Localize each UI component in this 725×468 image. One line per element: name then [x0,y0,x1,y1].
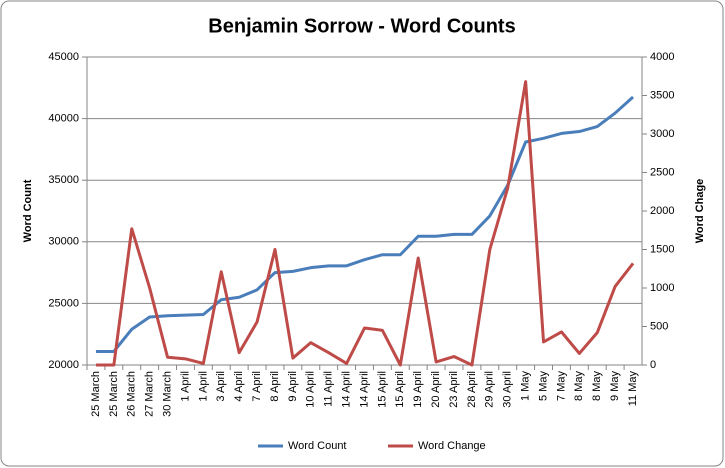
y2-axis-label: Word Chage [694,179,706,244]
x-tick-label: 23 April [448,371,460,408]
x-tick-label: 11 May [627,371,639,407]
x-tick-label: 14 April [341,371,353,408]
x-tick-label: 14 April [358,371,370,408]
chart-title: Benjamin Sorrow - Word Counts [208,15,515,37]
x-tick-label: 5 May [537,371,549,401]
x-tick-label: 1 May [520,371,532,401]
y-tick-label: 30000 [48,236,79,248]
x-tick-label: 1 April [197,371,209,402]
y2-tick-label: 1000 [650,282,674,294]
y2-tick-label: 4000 [650,51,674,63]
x-tick-label: 9 May [609,371,621,401]
x-tick-label: 7 May [555,371,567,401]
y2-tick-label: 3500 [650,89,674,101]
x-tick-label: 26 March [126,371,138,417]
y2-tick-label: 3000 [650,128,674,140]
y2-tick-label: 1500 [650,243,674,255]
x-tick-label: 8 May [573,371,585,401]
y2-tick-label: 2000 [650,205,674,217]
x-tick-label: 25 March [108,371,120,417]
x-tick-label: 28 April [466,371,478,408]
x-tick-label: 8 April [269,371,281,402]
x-tick-label: 15 April [394,371,406,408]
x-tick-label: 8 May [591,371,603,401]
x-tick-label: 9 April [287,371,299,402]
y-tick-label: 40000 [48,113,79,125]
x-tick-label: 3 April [215,371,227,402]
x-tick-label: 1 April [179,371,191,402]
series-line [95,95,635,353]
y-axis-label: Word Count [22,179,34,242]
y-tick-label: 25000 [48,297,79,309]
legend-label: Word Count [288,440,347,452]
x-tick-label: 27 March [144,371,156,417]
x-tick-label: 7 April [251,371,263,402]
x-tick-label: 20 April [430,371,442,408]
x-tick-label: 10 April [305,371,317,408]
x-tick-label: 15 April [376,371,388,408]
y-tick-label: 20000 [48,359,79,371]
x-tick-label: 30 April [502,371,514,408]
legend-label: Word Change [418,440,486,452]
y-tick-label: 45000 [48,51,79,63]
x-tick-label: 19 April [412,371,424,408]
x-tick-label: 29 April [484,371,496,408]
y2-tick-label: 2500 [650,166,674,178]
y2-tick-label: 500 [650,320,668,332]
x-tick-label: 30 March [161,371,173,417]
x-tick-label: 25 March [90,371,102,417]
y-tick-label: 35000 [48,174,79,186]
x-tick-label: 11 April [323,371,335,407]
y2-tick-label: 0 [650,359,656,371]
x-tick-label: 4 April [233,371,245,402]
series-line [95,80,635,367]
